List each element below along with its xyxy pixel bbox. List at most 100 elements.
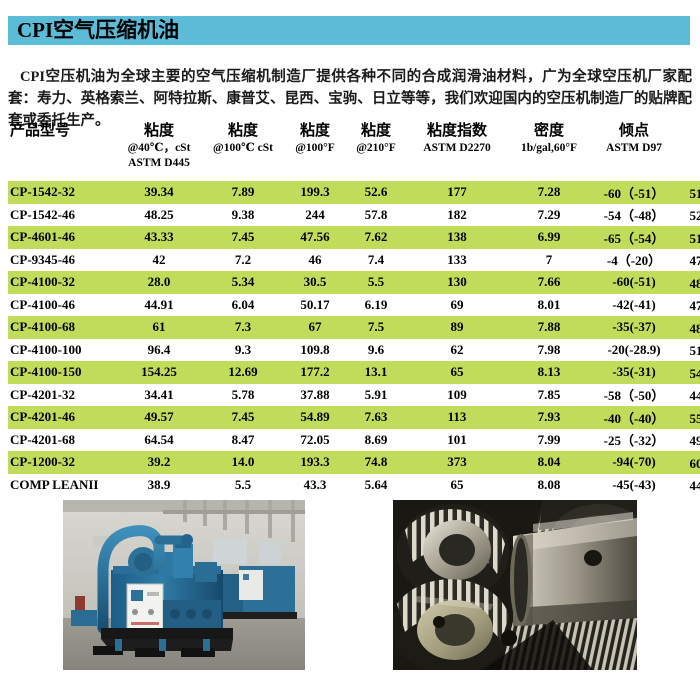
header-main: 粘度 bbox=[227, 123, 258, 139]
table-cell: 12.69 bbox=[202, 361, 284, 384]
header-main: 粘度 bbox=[360, 123, 391, 139]
table-cell: 480（249） bbox=[678, 271, 700, 294]
table-cell: 74.8 bbox=[346, 451, 406, 474]
column-header-flash-point: 闪点 C.O.C. bbox=[678, 122, 700, 181]
column-header-viscosity-40c: 粘度 @40℃，cSt ASTM D445 bbox=[116, 122, 202, 181]
cell-product-model: CP-4100-32 bbox=[8, 271, 116, 294]
table-cell: 7.85 bbox=[508, 383, 590, 406]
header-main: 粘度 bbox=[143, 123, 174, 139]
table-cell: 42 bbox=[116, 248, 202, 271]
table-cell: 62 bbox=[406, 338, 508, 361]
table-cell: 7.2 bbox=[202, 248, 284, 271]
column-header-product-model: 产品型号 bbox=[8, 122, 116, 181]
table-cell: 101 bbox=[406, 428, 508, 451]
table-cell: 7.93 bbox=[508, 406, 590, 429]
table-cell: 5.5 bbox=[202, 473, 284, 496]
table-cell: 69 bbox=[406, 293, 508, 316]
table-cell: 52.6 bbox=[346, 181, 406, 204]
table-cell: 13.1 bbox=[346, 361, 406, 384]
header-main: 倾点 bbox=[618, 123, 649, 139]
table-cell: 6.19 bbox=[346, 293, 406, 316]
table-cell: 7.29 bbox=[508, 203, 590, 226]
table-cell: 30.5 bbox=[284, 271, 346, 294]
table-cell: 109 bbox=[406, 383, 508, 406]
table-cell: 61 bbox=[116, 316, 202, 339]
table-cell: 525（274） bbox=[678, 203, 700, 226]
table-cell: 540（282） bbox=[678, 361, 700, 384]
gears-photo bbox=[393, 500, 637, 670]
table-cell: 7.5 bbox=[346, 316, 406, 339]
header-main: 粘度指数 bbox=[426, 123, 487, 139]
cell-product-model: CP-4201-32 bbox=[8, 383, 116, 406]
column-header-density: 密度 1b/gal,60°F bbox=[508, 122, 590, 181]
table-cell: 177.2 bbox=[284, 361, 346, 384]
table-header: 产品型号 粘度 @40℃，cSt ASTM D445 粘度 @100℃ cSt … bbox=[8, 122, 700, 181]
table-cell: 50.17 bbox=[284, 293, 346, 316]
table-row: CP-4201-32 34.41 5.78 37.88 5.91 109 7.85 -58（-… bbox=[8, 383, 700, 406]
header-sub1: @100℃ cSt bbox=[213, 142, 273, 154]
cell-product-model: CP-4100-100 bbox=[8, 338, 116, 361]
header-sub1: C.O.C. bbox=[678, 141, 700, 156]
table-cell: 444（229） bbox=[678, 473, 700, 496]
table-row: CP-4201-68 64.54 8.47 72.05 8.69 101 7.99 -25（-… bbox=[8, 428, 700, 451]
table-cell: 38.9 bbox=[116, 473, 202, 496]
table-cell: 8.69 bbox=[346, 428, 406, 451]
table-cell: 7.28 bbox=[508, 181, 590, 204]
header-sub2: ASTM D445 bbox=[128, 157, 190, 169]
table-cell: -94(-70) bbox=[590, 451, 678, 474]
table-cell: 199.3 bbox=[284, 181, 346, 204]
table-cell: 5.91 bbox=[346, 383, 406, 406]
table-cell: 510（266） bbox=[678, 181, 700, 204]
header-sub1: @40℃，cSt bbox=[127, 142, 191, 154]
table-cell: -35(-37) bbox=[590, 316, 678, 339]
table-cell: -35(-31) bbox=[590, 361, 678, 384]
table-cell: 46 bbox=[284, 248, 346, 271]
table-cell: 65 bbox=[406, 361, 508, 384]
photo-strip bbox=[0, 498, 700, 678]
table-row: CP-4100-46 44.91 6.04 50.17 6.19 69 8.01 -42(-4… bbox=[8, 293, 700, 316]
table-cell: 7.62 bbox=[346, 226, 406, 249]
table-cell: 130 bbox=[406, 271, 508, 294]
table-cell: 480（249） bbox=[678, 316, 700, 339]
table-cell: 7.66 bbox=[508, 271, 590, 294]
header-sub1: 1b/gal,60°F bbox=[520, 142, 578, 154]
table-cell: 6.99 bbox=[508, 226, 590, 249]
table-cell: -60(-51) bbox=[590, 271, 678, 294]
table-cell: 5.34 bbox=[202, 271, 284, 294]
table-cell: 6.04 bbox=[202, 293, 284, 316]
specifications-table: 产品型号 粘度 @40℃，cSt ASTM D445 粘度 @100℃ cSt … bbox=[8, 122, 700, 496]
table-cell: 373 bbox=[406, 451, 508, 474]
table-cell: 14.0 bbox=[202, 451, 284, 474]
table-cell: 7.88 bbox=[508, 316, 590, 339]
page-title-bar: CPI空气压缩机油 bbox=[8, 16, 690, 45]
table-cell: 7.98 bbox=[508, 338, 590, 361]
table-cell: -65（-54） bbox=[590, 226, 678, 249]
cell-product-model: CP-4100-68 bbox=[8, 316, 116, 339]
header-sub1: @210°F bbox=[356, 142, 396, 154]
table-cell: 495（257） bbox=[678, 428, 700, 451]
column-header-viscosity-100c: 粘度 @100℃ cSt bbox=[202, 122, 284, 181]
header-main: 产品型号 bbox=[10, 123, 71, 139]
table-cell: 445（229） bbox=[678, 383, 700, 406]
table-cell: 113 bbox=[406, 406, 508, 429]
table-cell: 5.78 bbox=[202, 383, 284, 406]
air-compressor-photo bbox=[63, 500, 305, 670]
cell-product-model: CP-4100-150 bbox=[8, 361, 116, 384]
table-cell: 182 bbox=[406, 203, 508, 226]
table-cell: 44.91 bbox=[116, 293, 202, 316]
table-cell: 550（288） bbox=[678, 406, 700, 429]
table-cell: 5.64 bbox=[346, 473, 406, 496]
table-cell: 57.8 bbox=[346, 203, 406, 226]
table-cell: -58（-50） bbox=[590, 383, 678, 406]
table-cell: 7.3 bbox=[202, 316, 284, 339]
column-header-viscosity-100f: 粘度 @100°F bbox=[284, 122, 346, 181]
table-cell: 475（246） bbox=[678, 248, 700, 271]
table-cell: 89 bbox=[406, 316, 508, 339]
header-sub1: @100°F bbox=[295, 142, 335, 154]
table-cell: 9.3 bbox=[202, 338, 284, 361]
table-cell: 34.41 bbox=[116, 383, 202, 406]
table-cell: 28.0 bbox=[116, 271, 202, 294]
table-cell: -42(-41) bbox=[590, 293, 678, 316]
cell-product-model: CP-9345-46 bbox=[8, 248, 116, 271]
table-cell: -25（-32） bbox=[590, 428, 678, 451]
